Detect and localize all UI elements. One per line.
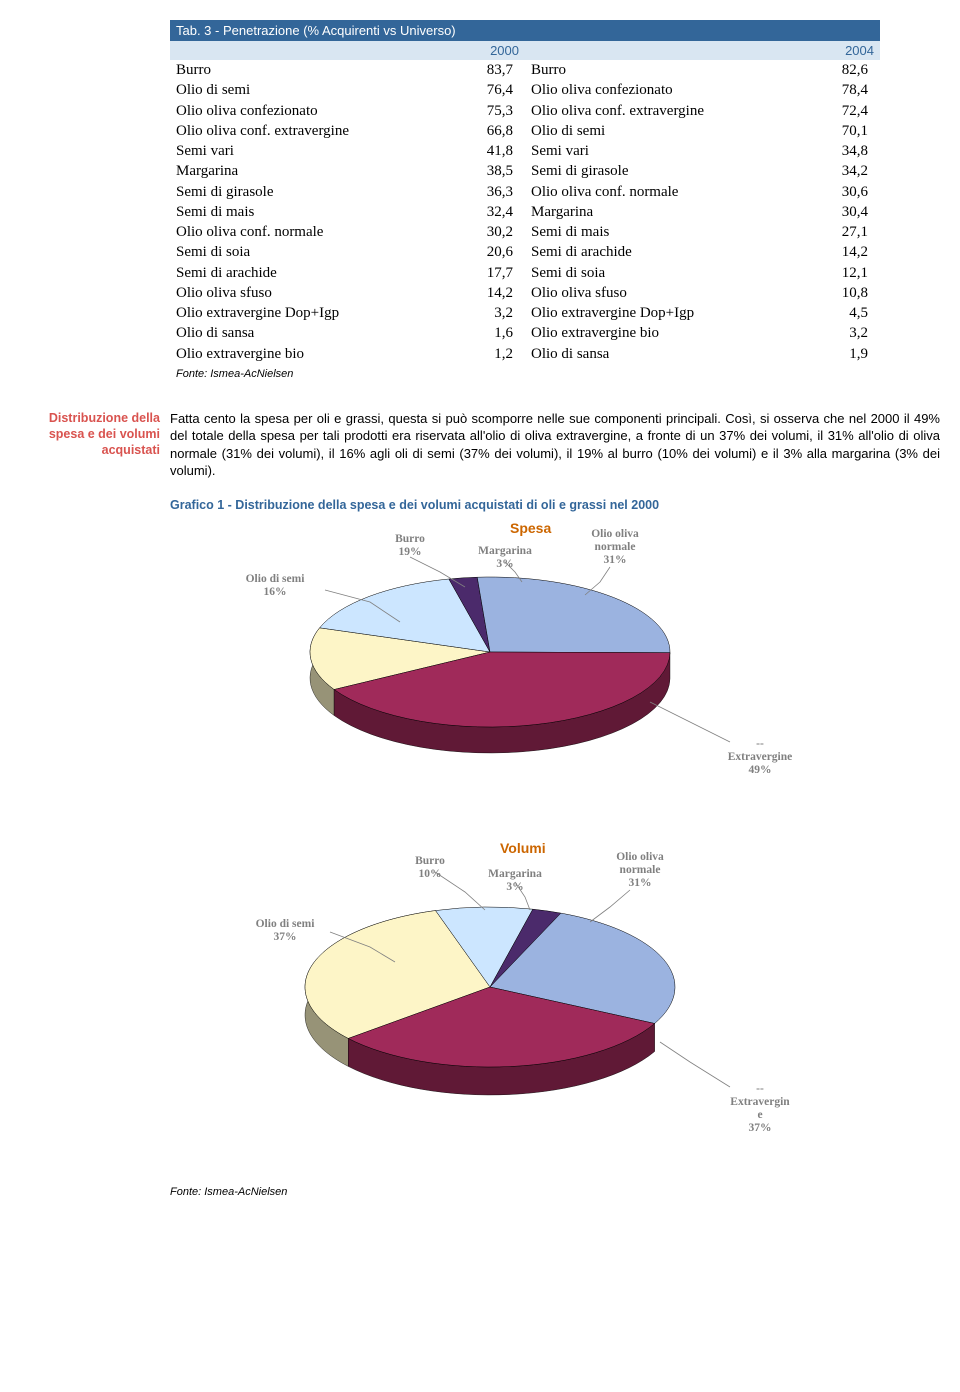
table-row: Olio extravergine bio1,2Olio di sansa1,9 bbox=[170, 344, 880, 364]
chart1-center-title: Spesa bbox=[510, 520, 551, 536]
table-row: Margarina38,5Semi di girasole34,2 bbox=[170, 161, 880, 181]
table-row: Olio oliva conf. normale30,2Semi di mais… bbox=[170, 222, 880, 242]
svg-text:Olio di semi: Olio di semi bbox=[246, 573, 306, 585]
table-row: Olio oliva conf. extravergine66,8Olio di… bbox=[170, 121, 880, 141]
table-row: Olio di semi76,4Olio oliva confezionato7… bbox=[170, 80, 880, 100]
table-row: Semi di mais32,4Margarina30,4 bbox=[170, 202, 880, 222]
distribution-section: Distribuzione della spesa e dei volumi a… bbox=[20, 410, 940, 480]
chart2-center-title: Volumi bbox=[500, 840, 546, 856]
svg-text:Extravergine: Extravergine bbox=[728, 751, 793, 763]
svg-text:3%: 3% bbox=[506, 881, 523, 893]
svg-text:49%: 49% bbox=[749, 764, 772, 776]
svg-text:31%: 31% bbox=[604, 554, 627, 566]
svg-text:31%: 31% bbox=[629, 877, 652, 889]
svg-text:Burro: Burro bbox=[395, 533, 425, 545]
svg-text:Olio oliva: Olio oliva bbox=[591, 528, 639, 540]
svg-text:Margarina: Margarina bbox=[478, 545, 532, 557]
year-left: 2000 bbox=[170, 41, 525, 60]
svg-text:--: -- bbox=[756, 738, 764, 750]
chart2-area: Volumi Olio di semi37%Burro10%Margarina3… bbox=[170, 832, 880, 1162]
section-sidebar-label: Distribuzione della spesa e dei volumi a… bbox=[20, 410, 170, 459]
table-row: Burro83,7Burro82,6 bbox=[170, 60, 880, 80]
table-row: Semi di soia20,6Semi di arachide14,2 bbox=[170, 242, 880, 262]
table-rows: Burro83,7Burro82,6Olio di semi76,4Olio o… bbox=[170, 60, 880, 364]
table-row: Olio oliva confezionato75,3Olio oliva co… bbox=[170, 101, 880, 121]
table-row: Olio oliva sfuso14,2Olio oliva sfuso10,8 bbox=[170, 283, 880, 303]
year-right: 2004 bbox=[525, 41, 880, 60]
penetration-table: Tab. 3 - Penetrazione (% Acquirenti vs U… bbox=[170, 20, 880, 380]
svg-text:Margarina: Margarina bbox=[488, 868, 542, 880]
table-row: Olio extravergine Dop+Igp3,2Olio extrave… bbox=[170, 303, 880, 323]
svg-text:Extravergin: Extravergin bbox=[730, 1096, 790, 1108]
table-source: Fonte: Ismea-AcNielsen bbox=[176, 368, 880, 380]
table-year-header: 2000 2004 bbox=[170, 41, 880, 60]
svg-text:Olio oliva: Olio oliva bbox=[616, 851, 664, 863]
chart2-pie: Olio di semi37%Burro10%Margarina3%Olio o… bbox=[170, 832, 880, 1162]
svg-text:normale: normale bbox=[620, 864, 661, 876]
svg-text:Burro: Burro bbox=[415, 855, 445, 867]
svg-text:10%: 10% bbox=[419, 868, 442, 880]
svg-text:--: -- bbox=[756, 1083, 764, 1095]
svg-text:Olio di semi: Olio di semi bbox=[256, 918, 316, 930]
table-row: Semi vari41,8Semi vari34,8 bbox=[170, 141, 880, 161]
svg-text:37%: 37% bbox=[749, 1122, 772, 1134]
chart1-area: Spesa Olio di semi16% Burro19% Margarina3%… bbox=[170, 512, 880, 822]
footer-source: Fonte: Ismea-AcNielsen bbox=[170, 1186, 940, 1198]
table-row: Olio di sansa1,6Olio extravergine bio3,2 bbox=[170, 323, 880, 343]
svg-text:e: e bbox=[757, 1109, 762, 1121]
svg-text:37%: 37% bbox=[274, 931, 297, 943]
svg-text:19%: 19% bbox=[399, 546, 422, 558]
svg-text:3%: 3% bbox=[496, 558, 513, 570]
chart1-pie: Olio di semi16% Burro19% Margarina3% Olio o… bbox=[170, 512, 880, 822]
svg-text:normale: normale bbox=[595, 541, 636, 553]
section-body-text: Fatta cento la spesa per oli e grassi, q… bbox=[170, 410, 940, 480]
chart1-title: Grafico 1 - Distribuzione della spesa e … bbox=[170, 498, 940, 512]
table-row: Semi di arachide17,7Semi di soia12,1 bbox=[170, 263, 880, 283]
table-title: Tab. 3 - Penetrazione (% Acquirenti vs U… bbox=[170, 20, 880, 41]
svg-text:16%: 16% bbox=[264, 586, 287, 598]
table-row: Semi di girasole36,3Olio oliva conf. nor… bbox=[170, 182, 880, 202]
